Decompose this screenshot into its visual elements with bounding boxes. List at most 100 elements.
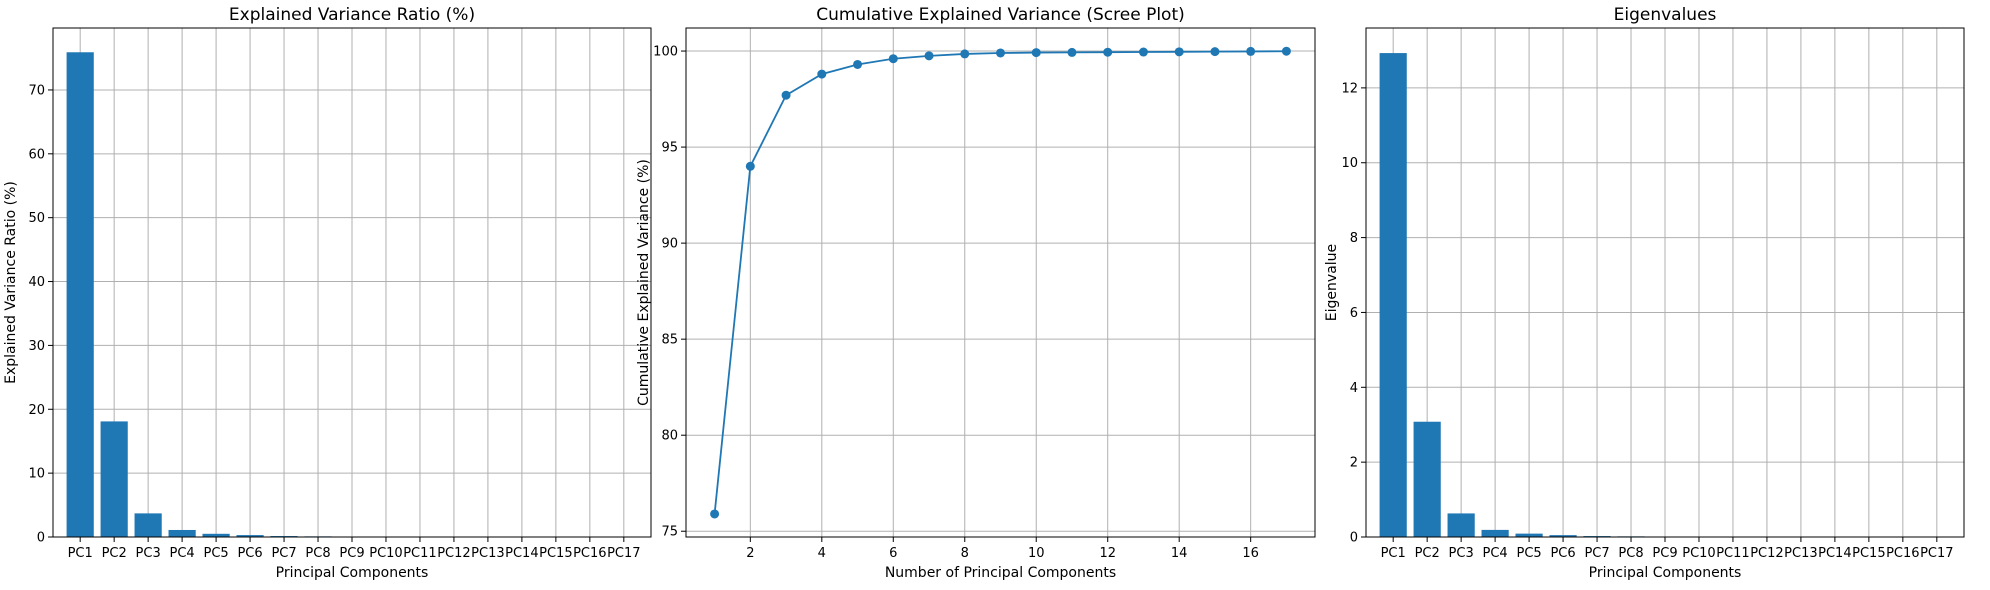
x-axis-label: Principal Components xyxy=(276,565,429,581)
data-point xyxy=(1174,47,1184,57)
x-tick-label: PC6 xyxy=(237,546,262,561)
data-point xyxy=(888,54,898,64)
x-tick-label: PC8 xyxy=(305,546,330,561)
x-tick-label: 6 xyxy=(889,546,897,561)
x-tick-label: 12 xyxy=(1099,546,1116,561)
y-tick-label: 10 xyxy=(28,467,45,482)
x-tick-label: PC5 xyxy=(203,546,228,561)
data-point xyxy=(1281,46,1291,56)
data-point xyxy=(960,49,970,59)
bar-pc1 xyxy=(1379,53,1407,537)
data-point xyxy=(1067,47,1077,57)
data-point xyxy=(853,59,863,69)
x-tick-label: PC12 xyxy=(1750,546,1783,561)
x-tick-label: PC10 xyxy=(1682,546,1715,561)
x-tick-label: PC17 xyxy=(1920,546,1953,561)
chart-2: 75 80 85 90 95 100 2 4 6 8 10 12 14 16 Cumulative Expl… xyxy=(636,5,1316,581)
x-tick-label: PC17 xyxy=(607,546,640,561)
y-tick-label: 100 xyxy=(653,45,678,60)
x-tick-label: PC15 xyxy=(1852,546,1885,561)
y-tick-label: 85 xyxy=(661,333,678,348)
y-axis-label: Eigenvalue xyxy=(1324,244,1340,321)
x-tick-label: PC2 xyxy=(102,546,127,561)
bar-pc2 xyxy=(1413,421,1441,537)
data-point xyxy=(924,51,934,61)
x-tick-label: PC14 xyxy=(1818,546,1851,561)
data-point xyxy=(996,48,1005,58)
y-tick-label: 12 xyxy=(1341,81,1358,96)
y-tick-label: 2 xyxy=(1350,456,1358,471)
x-tick-label: PC16 xyxy=(1886,546,1919,561)
x-tick-label: PC3 xyxy=(136,546,161,561)
series-line xyxy=(713,50,1287,515)
x-axis-label: Principal Components xyxy=(1589,565,1742,581)
y-tick-label: 95 xyxy=(661,141,678,156)
bar-pc5 xyxy=(1515,533,1543,537)
x-tick-label: PC4 xyxy=(170,546,195,561)
data-point xyxy=(817,69,827,79)
y-tick-label: 70 xyxy=(28,83,45,98)
x-tick-label: PC4 xyxy=(1483,546,1508,561)
data-point xyxy=(1246,46,1256,56)
data-point xyxy=(1031,48,1041,58)
bar-pc6 xyxy=(236,535,264,537)
x-tick-label: 10 xyxy=(1028,546,1045,561)
bar-pc2 xyxy=(100,421,128,537)
y-tick-label: 40 xyxy=(28,275,45,290)
x-tick-label: PC2 xyxy=(1415,546,1440,561)
x-tick-label: PC11 xyxy=(403,546,436,561)
x-tick-label: PC1 xyxy=(68,546,93,561)
chart-1: 0 10 20 30 40 50 60 70 PC1 PC2 PC3 PC4 PC5 PC6 PC7 PC8 P… xyxy=(3,5,652,581)
x-tick-label: PC1 xyxy=(1381,546,1406,561)
y-tick-label: 60 xyxy=(28,147,45,162)
y-tick-label: 50 xyxy=(28,211,45,226)
bar-pc5 xyxy=(202,533,230,537)
bar-pc3 xyxy=(1447,513,1475,537)
y-tick-label: 30 xyxy=(28,339,45,354)
data-point xyxy=(781,90,791,100)
data-point xyxy=(710,509,720,519)
data-point xyxy=(745,161,755,171)
x-tick-label: PC16 xyxy=(573,546,606,561)
y-tick-label: 10 xyxy=(1341,156,1358,171)
bar-pc4 xyxy=(1481,529,1509,537)
x-tick-label: PC10 xyxy=(369,546,402,561)
x-tick-label: PC7 xyxy=(271,546,296,561)
x-tick-label: PC12 xyxy=(437,546,470,561)
x-tick-label: PC11 xyxy=(1716,546,1749,561)
x-tick-label: 2 xyxy=(746,546,754,561)
bar-pc6 xyxy=(1549,535,1577,537)
y-tick-label: 0 xyxy=(1350,531,1358,546)
y-axis-label: Cumulative Explained Variance (%) xyxy=(636,159,652,406)
x-tick-label: 16 xyxy=(1242,546,1259,561)
bar-pc1 xyxy=(66,52,94,538)
x-tick-label: PC13 xyxy=(471,546,504,561)
x-tick-label: PC14 xyxy=(505,546,538,561)
x-tick-label: PC9 xyxy=(1652,546,1677,561)
chart-title: Explained Variance Ratio (%) xyxy=(229,5,475,25)
x-tick-label: 8 xyxy=(961,546,969,561)
y-tick-label: 8 xyxy=(1350,231,1358,246)
x-tick-label: PC9 xyxy=(339,546,364,561)
x-tick-label: PC3 xyxy=(1449,546,1474,561)
x-tick-label: PC8 xyxy=(1618,546,1643,561)
bar-pc4 xyxy=(168,529,196,537)
y-tick-label: 4 xyxy=(1350,381,1358,396)
x-tick-label: PC13 xyxy=(1784,546,1817,561)
y-tick-label: 75 xyxy=(661,525,678,540)
data-point xyxy=(1103,47,1113,57)
chart-3: 0 2 4 6 8 10 12 PC1 PC2 PC3 PC4 PC5 PC6 PC7 PC8 PC9 PC10… xyxy=(1324,5,1965,581)
x-tick-label: PC15 xyxy=(539,546,572,561)
x-tick-label: 14 xyxy=(1171,546,1188,561)
x-tick-label: 4 xyxy=(818,546,826,561)
y-tick-label: 0 xyxy=(37,531,45,546)
bar-pc3 xyxy=(134,513,162,537)
x-tick-label: PC7 xyxy=(1584,546,1609,561)
x-tick-label: PC5 xyxy=(1516,546,1541,561)
axes-frame xyxy=(685,27,1316,538)
y-tick-label: 80 xyxy=(661,429,678,444)
y-tick-label: 20 xyxy=(28,403,45,418)
chart-title: Cumulative Explained Variance (Scree Plo… xyxy=(816,5,1185,25)
data-point xyxy=(1138,47,1148,57)
